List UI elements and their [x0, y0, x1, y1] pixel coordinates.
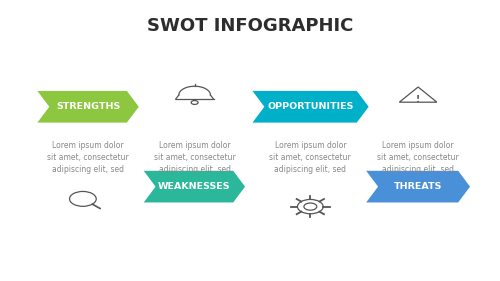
Polygon shape [366, 171, 470, 203]
Text: SWOT INFOGRAPHIC: SWOT INFOGRAPHIC [147, 17, 353, 35]
Text: OPPORTUNITIES: OPPORTUNITIES [268, 102, 354, 111]
Polygon shape [252, 91, 368, 123]
Polygon shape [38, 91, 139, 123]
Text: STRENGTHS: STRENGTHS [56, 102, 120, 111]
Text: THREATS: THREATS [394, 182, 442, 191]
Text: Lorem ipsum dolor
sit amet, consectetur
adipiscing elit, sed: Lorem ipsum dolor sit amet, consectetur … [270, 140, 351, 175]
Polygon shape [144, 171, 245, 203]
Text: WEAKNESSES: WEAKNESSES [158, 182, 230, 191]
Text: !: ! [416, 95, 420, 104]
Text: Lorem ipsum dolor
sit amet, consectetur
adipiscing elit, sed: Lorem ipsum dolor sit amet, consectetur … [154, 140, 236, 175]
Text: Lorem ipsum dolor
sit amet, consectetur
adipiscing elit, sed: Lorem ipsum dolor sit amet, consectetur … [47, 140, 128, 175]
Text: Lorem ipsum dolor
sit amet, consectetur
adipiscing elit, sed: Lorem ipsum dolor sit amet, consectetur … [377, 140, 459, 175]
